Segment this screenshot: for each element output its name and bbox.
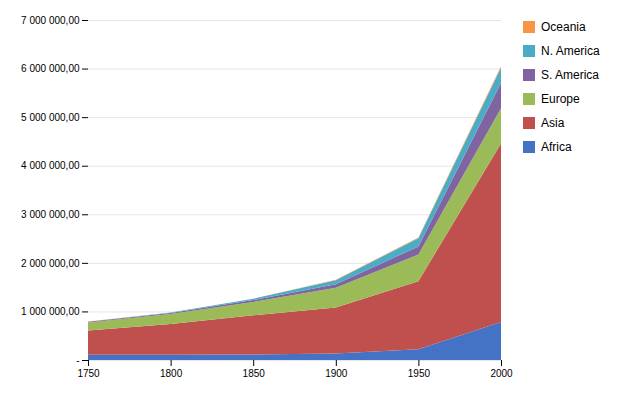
html-text:S. America: S. America <box>541 68 599 82</box>
svg-text:-: - <box>76 355 79 366</box>
svg-text:1850: 1850 <box>243 368 266 379</box>
svg-text:2000: 2000 <box>490 368 513 379</box>
svg-text:6 000 000,00: 6 000 000,00 <box>21 63 80 74</box>
svg-text:7 000 000,00: 7 000 000,00 <box>21 15 80 26</box>
svg-text:3 000 000,00: 3 000 000,00 <box>21 209 80 220</box>
html-text:Oceania: Oceania <box>541 20 586 34</box>
html-text:Asia: Asia <box>541 116 565 130</box>
svg-text:5 000 000,00: 5 000 000,00 <box>21 112 80 123</box>
svg-text:1800: 1800 <box>160 368 183 379</box>
svg-text:4 000 000,00: 4 000 000,00 <box>21 160 80 171</box>
svg-text:2 000 000,00: 2 000 000,00 <box>21 258 80 269</box>
html-text:N. America: N. America <box>541 44 600 58</box>
html-text:Europe: Europe <box>541 92 580 106</box>
html-text:Africa: Africa <box>541 140 572 154</box>
svg-text:1900: 1900 <box>325 368 348 379</box>
svg-text:1 000 000,00: 1 000 000,00 <box>21 306 80 317</box>
svg-text:1950: 1950 <box>408 368 431 379</box>
svg-text:1750: 1750 <box>77 368 100 379</box>
